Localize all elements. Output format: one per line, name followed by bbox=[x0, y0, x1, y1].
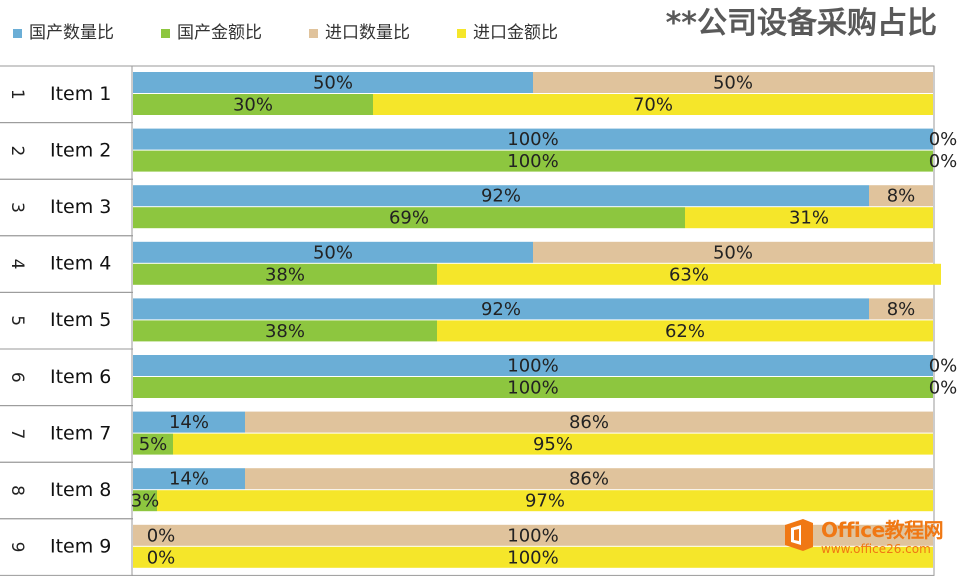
amount-left-bar bbox=[133, 94, 373, 115]
amount-left-label: 38% bbox=[265, 264, 305, 285]
row-number: 9 bbox=[7, 542, 27, 553]
row-number: 8 bbox=[7, 485, 27, 496]
quantity-left-label: 14% bbox=[169, 469, 209, 490]
category-label: Item 2 bbox=[50, 139, 111, 161]
row-number: 3 bbox=[7, 202, 27, 213]
amount-right-label: 0% bbox=[929, 378, 958, 399]
category-label: Item 4 bbox=[50, 253, 111, 275]
amount-right-label: 31% bbox=[789, 208, 829, 229]
quantity-right-bar bbox=[869, 185, 933, 207]
legend-label: 进口数量比 bbox=[325, 23, 410, 43]
quantity-left-bar bbox=[133, 355, 933, 376]
office-logo-icon bbox=[785, 519, 813, 551]
amount-right-label: 63% bbox=[669, 264, 709, 285]
quantity-left-bar bbox=[133, 185, 869, 207]
quantity-left-label: 100% bbox=[507, 129, 558, 150]
legend-label: 国产金额比 bbox=[177, 23, 262, 43]
amount-left-bar bbox=[133, 263, 437, 285]
quantity-right-label: 0% bbox=[929, 129, 958, 150]
amount-right-label: 97% bbox=[525, 491, 565, 512]
legend-swatch bbox=[309, 29, 318, 38]
amount-left-label: 38% bbox=[265, 321, 305, 342]
amount-right-bar bbox=[133, 546, 933, 568]
legend-label: 进口金额比 bbox=[473, 23, 558, 43]
legend-swatch bbox=[13, 29, 22, 38]
amount-left-bar bbox=[133, 490, 157, 512]
amount-right-bar bbox=[373, 94, 933, 115]
quantity-left-bar bbox=[133, 128, 933, 150]
row-number: 1 bbox=[7, 89, 27, 100]
amount-left-bar bbox=[133, 377, 933, 398]
quantity-right-label: 0% bbox=[929, 356, 958, 377]
quantity-left-bar bbox=[133, 298, 869, 320]
quantity-right-bar bbox=[869, 298, 933, 320]
amount-left-bar bbox=[133, 207, 685, 229]
row-number: 2 bbox=[7, 145, 27, 156]
amount-left-label: 100% bbox=[507, 378, 558, 399]
quantity-right-label: 8% bbox=[887, 186, 916, 207]
amount-left-bar bbox=[133, 320, 437, 342]
amount-right-label: 0% bbox=[929, 151, 958, 172]
row-number: 5 bbox=[7, 315, 27, 326]
quantity-right-label: 50% bbox=[713, 73, 753, 94]
amount-left-label: 69% bbox=[389, 208, 429, 229]
quantity-left-label: 100% bbox=[507, 356, 558, 377]
quantity-right-label: 8% bbox=[887, 299, 916, 320]
amount-left-bar bbox=[133, 433, 173, 455]
quantity-left-label: 0% bbox=[147, 525, 176, 546]
amount-right-bar bbox=[437, 263, 941, 285]
watermark-name: Office教程网 bbox=[821, 518, 944, 542]
amount-left-label: 30% bbox=[233, 95, 273, 116]
category-label: Item 1 bbox=[50, 83, 111, 105]
watermark-url: www.office26.com bbox=[821, 542, 931, 556]
quantity-left-label: 14% bbox=[169, 412, 209, 433]
amount-left-label: 100% bbox=[507, 151, 558, 172]
chart-title: **公司设备采购占比 bbox=[665, 6, 937, 41]
amount-right-bar bbox=[685, 207, 933, 229]
legend-swatch bbox=[161, 29, 170, 38]
category-label: Item 3 bbox=[50, 196, 111, 218]
plot-frame bbox=[131, 65, 935, 576]
quantity-left-bar bbox=[133, 241, 533, 263]
quantity-right-bar bbox=[533, 72, 933, 93]
amount-right-bar bbox=[173, 433, 933, 455]
category-label: Item 6 bbox=[50, 366, 111, 388]
amount-left-label: 0% bbox=[147, 547, 176, 568]
row-number: 6 bbox=[7, 372, 27, 383]
legend-swatch bbox=[457, 29, 466, 38]
quantity-right-bar bbox=[245, 411, 933, 433]
quantity-left-bar bbox=[133, 468, 245, 490]
quantity-left-label: 50% bbox=[313, 242, 353, 263]
legend-label: 国产数量比 bbox=[29, 23, 114, 43]
amount-right-bar bbox=[437, 320, 933, 342]
category-label: Item 8 bbox=[50, 479, 111, 501]
quantity-right-label: 86% bbox=[569, 412, 609, 433]
amount-left-label: 3% bbox=[131, 491, 160, 512]
quantity-right-label: 86% bbox=[569, 469, 609, 490]
amount-right-label: 62% bbox=[665, 321, 705, 342]
row-number: 4 bbox=[7, 259, 27, 270]
quantity-right-label: 50% bbox=[713, 242, 753, 263]
category-label: Item 7 bbox=[50, 422, 111, 444]
amount-right-label: 100% bbox=[507, 547, 558, 568]
amount-left-bar bbox=[133, 150, 933, 172]
category-label: Item 5 bbox=[50, 309, 111, 331]
quantity-right-label: 100% bbox=[507, 525, 558, 546]
amount-left-label: 5% bbox=[139, 434, 168, 455]
quantity-left-bar bbox=[133, 411, 245, 433]
row-number: 7 bbox=[7, 428, 27, 439]
quantity-right-bar bbox=[245, 468, 933, 490]
quantity-left-label: 92% bbox=[481, 299, 521, 320]
quantity-left-bar bbox=[133, 72, 533, 93]
quantity-left-label: 50% bbox=[313, 73, 353, 94]
quantity-left-label: 92% bbox=[481, 186, 521, 207]
quantity-right-bar bbox=[533, 241, 933, 263]
amount-right-label: 70% bbox=[633, 95, 673, 116]
amount-right-label: 95% bbox=[533, 434, 573, 455]
watermark: Office教程网 www.office26.com bbox=[781, 514, 951, 564]
category-label: Item 9 bbox=[50, 536, 111, 558]
quantity-right-bar bbox=[133, 524, 933, 546]
amount-right-bar bbox=[157, 490, 933, 512]
